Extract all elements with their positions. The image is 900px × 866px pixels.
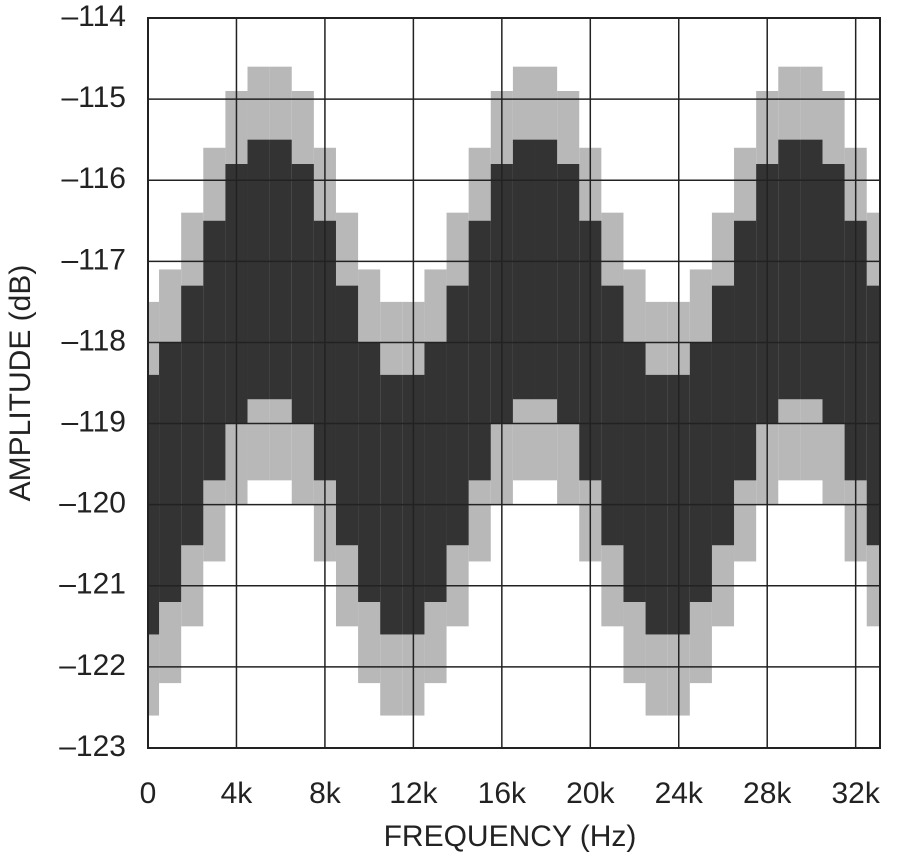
x-tick-label: 16k: [478, 777, 527, 810]
noise-band: [159, 342, 182, 602]
x-tick-label: 28k: [743, 777, 792, 810]
y-tick-label: –123: [59, 730, 126, 763]
noise-band: [601, 285, 624, 546]
noise-band: [335, 285, 359, 546]
noise-band: [778, 139, 801, 400]
noise-band: [358, 342, 381, 602]
x-tick-label: 4k: [221, 777, 254, 810]
noise-band: [734, 220, 757, 481]
x-tick-label: 8k: [309, 777, 342, 810]
y-tick-label: –121: [59, 568, 126, 601]
noise-band: [291, 164, 314, 424]
noise-band: [446, 285, 469, 546]
noise-band: [269, 139, 292, 400]
noise-band: [203, 220, 226, 481]
y-axis-label: AMPLITUDE (dB): [4, 265, 37, 502]
y-tick-label: –115: [61, 81, 126, 114]
noise-band: [424, 342, 447, 602]
noise-band: [468, 220, 491, 481]
noise-band: [512, 139, 536, 400]
noise-band: [822, 164, 845, 424]
y-tick-label: –116: [61, 162, 126, 195]
noise-band: [711, 285, 735, 546]
y-tick-label: –122: [59, 649, 126, 682]
x-tick-label: 12k: [389, 777, 438, 810]
noise-band: [866, 285, 880, 546]
plot-frame: [147, 17, 881, 749]
y-tick-label: –119: [61, 405, 126, 438]
x-tick-label: 0: [140, 777, 157, 810]
noise-band: [181, 285, 204, 546]
noise-band: [623, 342, 646, 602]
noise-band: [247, 139, 270, 400]
noise-band: [689, 342, 712, 602]
noise-band: [800, 139, 823, 400]
x-axis-label: FREQUENCY (Hz): [384, 820, 637, 853]
x-tick-label: 20k: [566, 777, 615, 810]
y-tick-label: –118: [61, 324, 126, 357]
x-tick-label: 32k: [831, 777, 880, 810]
y-tick-label: –120: [59, 487, 126, 520]
y-tick-label: –117: [61, 243, 126, 276]
noise-band: [535, 139, 558, 400]
noise-band: [557, 164, 580, 424]
x-tick-label: 24k: [655, 777, 704, 810]
y-tick-label: –114: [61, 0, 126, 33]
